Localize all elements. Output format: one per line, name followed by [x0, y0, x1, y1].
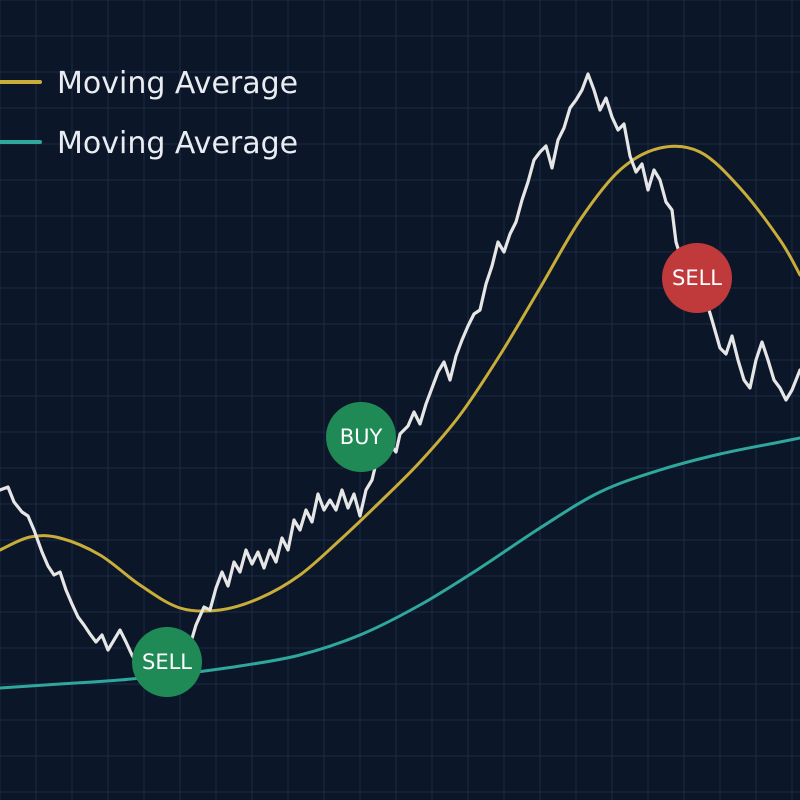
signal-marker-buy: BUY: [326, 402, 396, 472]
signal-circle: [132, 627, 202, 697]
signal-circle: [662, 243, 732, 313]
legend-label: Moving Average: [57, 126, 298, 161]
signal-circle: [326, 402, 396, 472]
price-line: [0, 72, 800, 672]
ma-short-line: [0, 144, 800, 613]
legend-item-ma-short: Moving Average: [0, 66, 298, 101]
legend-item-ma-long: Moving Average: [0, 126, 298, 161]
signal-marker-sell: SELL: [132, 627, 202, 697]
signal-label: BUY: [340, 425, 383, 449]
legend-label: Moving Average: [57, 66, 298, 101]
signal-label: SELL: [672, 266, 722, 290]
chart-signal-layer: SELL BUY SELL: [132, 243, 732, 697]
chart-legend: Moving Average Moving Average: [0, 66, 298, 161]
signal-marker-sell: SELL: [662, 243, 732, 313]
signal-label: SELL: [142, 650, 192, 674]
